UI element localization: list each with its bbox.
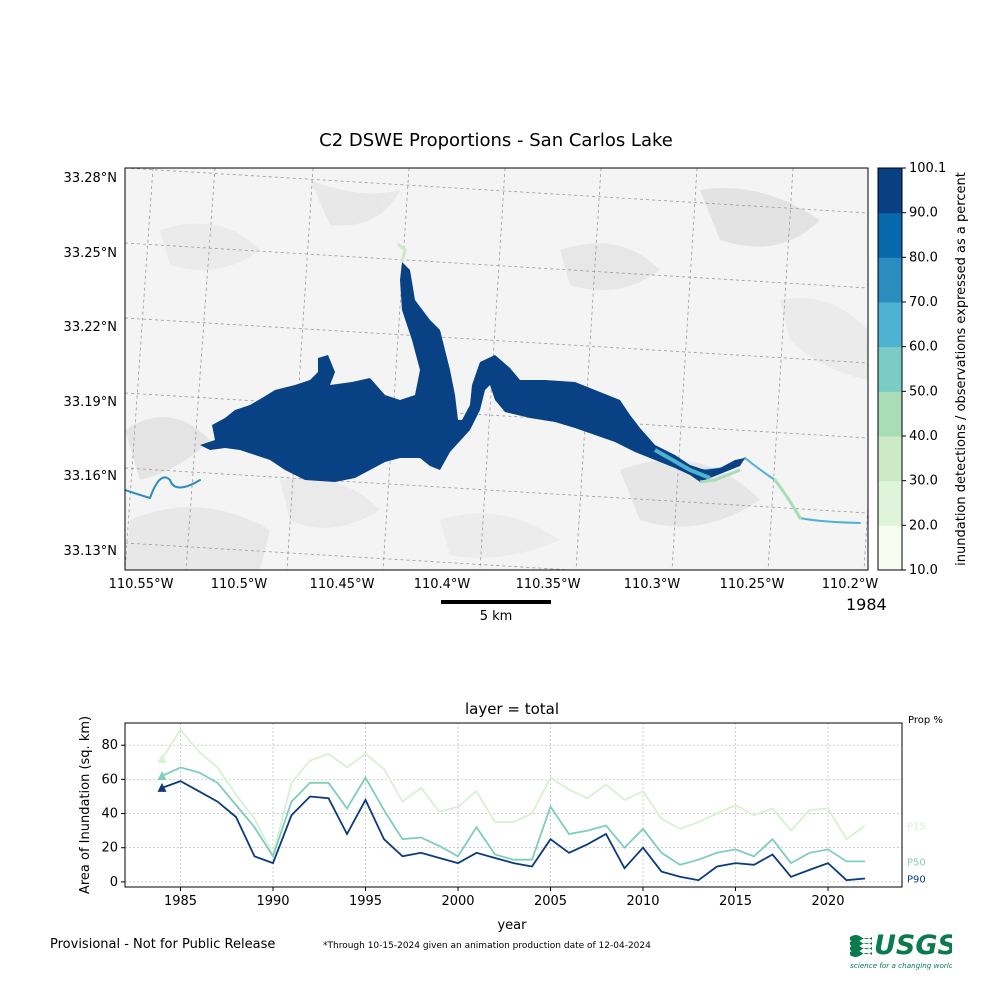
colorbar-swatch [878, 346, 902, 392]
x-tick-label: 2020 [811, 894, 844, 909]
lake-shallow-edges [397, 242, 741, 484]
colorbar-swatch [878, 480, 902, 526]
y-tick-label: 20 [101, 841, 118, 856]
chart-lines [161, 728, 866, 882]
year-label: 1984 [846, 595, 887, 614]
colorbar-tick-label: 10.0 [909, 563, 938, 578]
y-axis-label: Area of Inundation (sq. km) [78, 716, 93, 894]
lat-tick-label: 33.19°N [64, 395, 117, 410]
chart-title: layer = total [465, 700, 559, 718]
legend-label-p15: P15 [907, 822, 926, 833]
colorbar-tick-label: 90.0 [909, 206, 938, 221]
y-tick-label: 40 [101, 807, 118, 822]
lat-ticks: 33.28°N 33.25°N 33.22°N 33.19°N 33.16°N … [64, 171, 117, 559]
colorbar-tick-label: 80.0 [909, 250, 938, 265]
x-tick-label: 2010 [626, 894, 659, 909]
area-timeseries-chart: layer = total 1985 1990 1995 2000 2005 2010 20… [78, 700, 943, 933]
map-title: C2 DSWE Proportions - San Carlos Lake [319, 130, 673, 151]
y-axis-ticks: 0 20 40 60 80 [101, 738, 125, 890]
y-tick-label: 80 [101, 738, 118, 753]
colorbar [878, 168, 902, 571]
lon-tick-label: 110.5°W [211, 577, 268, 592]
x-tick-label: 1985 [164, 894, 197, 909]
y-tick-label: 60 [101, 772, 118, 787]
x-axis-label: year [497, 918, 527, 933]
colorbar-swatch [878, 257, 902, 303]
colorbar-tick-label: 50.0 [909, 384, 938, 399]
scalebar [441, 600, 551, 604]
chart-markers [157, 753, 167, 792]
colorbar-tick-label: 70.0 [909, 295, 938, 310]
colorbar-tick-label: 40.0 [909, 429, 938, 444]
lon-tick-label: 110.35°W [516, 577, 581, 592]
colorbar-tick-label: 100.1 [909, 161, 946, 176]
lat-tick-label: 33.13°N [64, 544, 117, 559]
lon-ticks: 110.55°W 110.5°W 110.45°W 110.4°W 110.35… [109, 577, 879, 592]
usgs-logo[interactable]: USGS science for a changing world [848, 928, 952, 972]
x-tick-label: 1995 [349, 894, 382, 909]
lake-water [200, 262, 745, 482]
lon-tick-label: 110.45°W [310, 577, 375, 592]
colorbar-tick-label: 60.0 [909, 340, 938, 355]
colorbar-swatch [878, 525, 902, 571]
series-marker-p15 [157, 753, 167, 763]
provisional-notice: Provisional - Not for Public Release [50, 937, 276, 952]
map-graticule [125, 168, 868, 570]
x-tick-label: 1990 [256, 894, 289, 909]
inundation-map: 33.28°N 33.25°N 33.22°N 33.19°N 33.16°N … [64, 161, 969, 592]
lat-tick-label: 33.16°N [64, 469, 117, 484]
lon-tick-label: 110.3°W [624, 577, 681, 592]
chart-grid [125, 723, 902, 887]
colorbar-swatch [878, 302, 902, 348]
chart-frame [124, 722, 903, 888]
series-line-p15 [161, 728, 866, 858]
usgs-logo-text: USGS [874, 930, 952, 961]
series-marker-p50 [157, 770, 167, 780]
lon-tick-label: 110.55°W [109, 577, 174, 592]
x-axis-ticks: 1985 1990 1995 2000 2005 2010 2015 2020 [164, 887, 845, 909]
colorbar-tick-label: 20.0 [909, 518, 938, 533]
colorbar-swatch [878, 391, 902, 437]
colorbar-swatch [878, 168, 902, 214]
usgs-logo-tagline: science for a changing world [850, 961, 952, 970]
legend-label-p90: P90 [907, 874, 926, 885]
lon-tick-label: 110.2°W [822, 577, 879, 592]
x-tick-label: 2000 [441, 894, 474, 909]
x-tick-label: 2005 [534, 894, 567, 909]
colorbar-swatch [878, 212, 902, 258]
x-tick-label: 2015 [719, 894, 752, 909]
series-line-p50 [161, 766, 865, 866]
colorbar-swatch [878, 436, 902, 482]
colorbar-label: inundation detections / observations exp… [954, 172, 969, 566]
lat-tick-label: 33.28°N [64, 171, 117, 186]
wave-stripe [850, 950, 872, 957]
usgs-wave-icon [850, 935, 872, 957]
colorbar-ticks: 100.1 90.0 80.0 70.0 60.0 50.0 40.0 30.0 20.0 10.… [902, 161, 946, 578]
colorbar-tick-label: 30.0 [909, 474, 938, 489]
legend-label-p50: P50 [907, 857, 926, 868]
lat-tick-label: 33.25°N [64, 246, 117, 261]
y-tick-label: 0 [110, 875, 118, 890]
scalebar-label: 5 km [479, 609, 513, 624]
lat-tick-label: 33.22°N [64, 320, 117, 335]
series-legend: P15 P50 P90 [907, 822, 926, 886]
legend-title: Prop % [908, 715, 943, 726]
series-marker-p90 [157, 782, 167, 792]
series-line-p90 [161, 780, 866, 882]
lon-tick-label: 110.4°W [414, 577, 471, 592]
production-date-note: *Through 10-15-2024 given an animation p… [323, 941, 651, 951]
lon-tick-label: 110.25°W [720, 577, 785, 592]
